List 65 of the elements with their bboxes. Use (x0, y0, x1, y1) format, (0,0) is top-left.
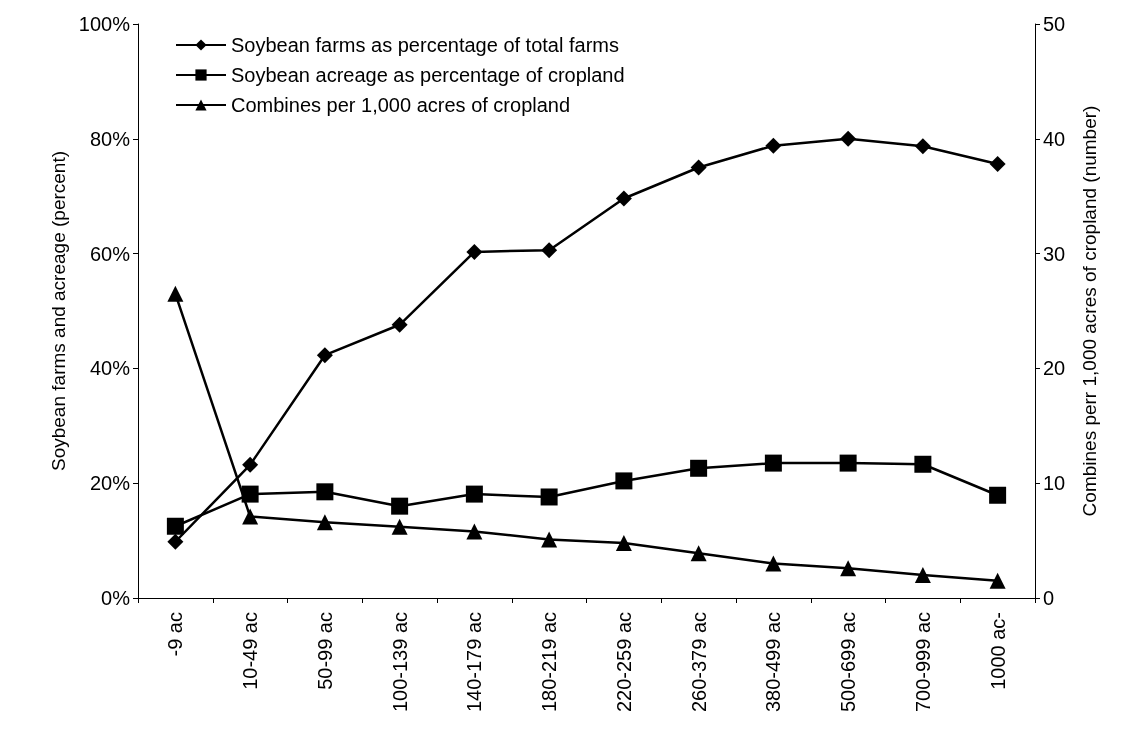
x-tick-label: 500-699 ac (837, 612, 860, 713)
legend-label: Soybean farms as percentage of total farms (231, 34, 619, 56)
y-tick-label: 20% (89, 472, 131, 495)
point (914, 455, 932, 473)
x-tick-label: 50-99 ac (313, 612, 336, 690)
point (167, 285, 184, 302)
point (989, 156, 1006, 173)
point (840, 130, 857, 147)
point (316, 347, 333, 364)
y2-tick-label: 10 (1043, 472, 1066, 495)
y-tick-label: 40% (89, 357, 131, 380)
point (541, 531, 558, 548)
point (241, 485, 259, 503)
point (615, 472, 633, 490)
x-tick-label: 1000 ac- (986, 612, 1009, 690)
point (989, 572, 1006, 589)
x-tick-label: 180-219 ac (538, 612, 561, 713)
y2-tick-label: 40 (1043, 127, 1066, 150)
point (839, 454, 857, 472)
x-tick-label: 100-139 ac (388, 612, 411, 713)
point (166, 517, 184, 535)
point (167, 533, 184, 550)
point (914, 567, 931, 584)
y2-tick-label: 50 (1043, 13, 1066, 35)
point (690, 545, 707, 562)
x-tick-label: -9 ac (164, 612, 187, 657)
point (391, 518, 408, 535)
point (840, 560, 857, 577)
y2-tick-label: 20 (1043, 357, 1066, 380)
point (242, 456, 259, 473)
point (989, 486, 1007, 504)
x-tick-label: 140-179 ac (463, 612, 486, 713)
y-axis-title: Soybean farms and acreage (percent) (47, 150, 69, 472)
x-tick-label: 380-499 ac (762, 612, 785, 713)
point (690, 159, 707, 176)
point (541, 242, 558, 259)
y2-tick-label: 0 (1043, 587, 1055, 609)
point (391, 497, 409, 515)
y-tick-label: 0% (101, 587, 131, 609)
point (690, 459, 708, 477)
x-tick-label: 10-49 ac (239, 612, 262, 690)
point (765, 555, 782, 572)
point (316, 483, 334, 501)
y-tick-label: 100% (78, 13, 131, 35)
point (316, 514, 333, 531)
y-tick-label: 60% (89, 242, 131, 265)
y2-axis-title: Combines perr 1,000 acres of cropland (number) (1079, 105, 1100, 517)
point (466, 243, 483, 260)
x-tick-label: 260-379 ac (687, 612, 710, 713)
point (465, 485, 483, 503)
point (540, 488, 558, 506)
point (765, 137, 782, 154)
y2-tick-label: 30 (1043, 242, 1066, 265)
x-tick-label: 220-259 ac (612, 612, 635, 713)
y-tick-label: 80% (89, 127, 131, 150)
x-tick-label: 700-999 ac (911, 612, 934, 713)
point (615, 190, 632, 207)
point (914, 138, 931, 155)
point (391, 316, 408, 333)
point (466, 523, 483, 540)
legend-label: Soybean acreage as percentage of cropland (231, 64, 625, 86)
point (764, 454, 782, 472)
point (615, 534, 632, 551)
point (242, 508, 259, 525)
legend-label: Combines per 1,000 acres of cropland (231, 94, 571, 116)
